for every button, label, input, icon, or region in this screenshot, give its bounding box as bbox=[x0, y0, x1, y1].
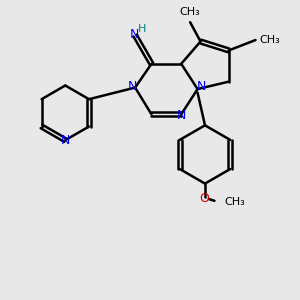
Text: H: H bbox=[137, 24, 146, 34]
Text: N: N bbox=[61, 134, 70, 147]
Text: N: N bbox=[128, 80, 137, 93]
Text: N: N bbox=[130, 28, 139, 40]
Text: CH₃: CH₃ bbox=[180, 7, 200, 17]
Text: N: N bbox=[176, 109, 186, 122]
Text: O: O bbox=[200, 192, 209, 205]
Text: CH₃: CH₃ bbox=[224, 197, 245, 207]
Text: CH₃: CH₃ bbox=[259, 35, 280, 45]
Text: N: N bbox=[197, 80, 206, 93]
